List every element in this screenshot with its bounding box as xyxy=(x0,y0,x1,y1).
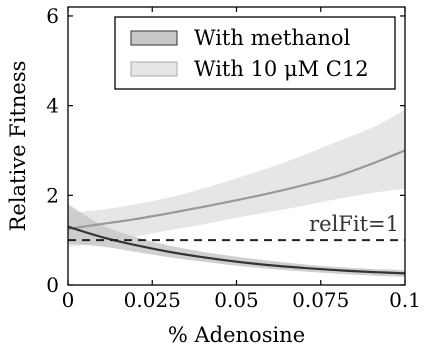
legend-swatch-with-methanol xyxy=(130,30,178,46)
legend-entry-with-c12: With 10 μM C12 xyxy=(194,57,369,81)
reference-line-label: relFit=1 xyxy=(309,212,399,236)
confidence-band-with-10-m-c12 xyxy=(68,110,405,247)
x-tick-label: 0.1 xyxy=(389,288,421,312)
y-axis-label: Relative Fitness xyxy=(6,61,30,232)
legend: With methanol With 10 μM C12 xyxy=(114,16,396,90)
series-line-with-10-m-c12 xyxy=(68,149,405,231)
x-axis-label: % Adenosine xyxy=(168,323,305,347)
legend-swatch-with-c12 xyxy=(130,61,178,77)
legend-box xyxy=(114,16,396,90)
x-tick-label: 0.025 xyxy=(124,288,181,312)
y-tick-label: 0 xyxy=(46,273,59,297)
legend-entry-with-methanol: With methanol xyxy=(194,26,351,50)
y-tick-label: 2 xyxy=(46,183,59,207)
series-lines xyxy=(68,149,405,275)
x-tick-label: 0 xyxy=(62,288,75,312)
y-tick-label: 6 xyxy=(46,4,59,28)
x-tick-label: 0.05 xyxy=(214,288,259,312)
x-axis-ticks: 0 0.025 0.05 0.075 0.1 xyxy=(62,7,421,312)
y-axis-ticks: 0 2 4 6 xyxy=(46,4,405,297)
x-tick-label: 0.075 xyxy=(292,288,349,312)
series-line-with-methanol xyxy=(68,225,405,275)
confidence-bands xyxy=(68,110,405,277)
y-tick-label: 4 xyxy=(46,94,59,118)
